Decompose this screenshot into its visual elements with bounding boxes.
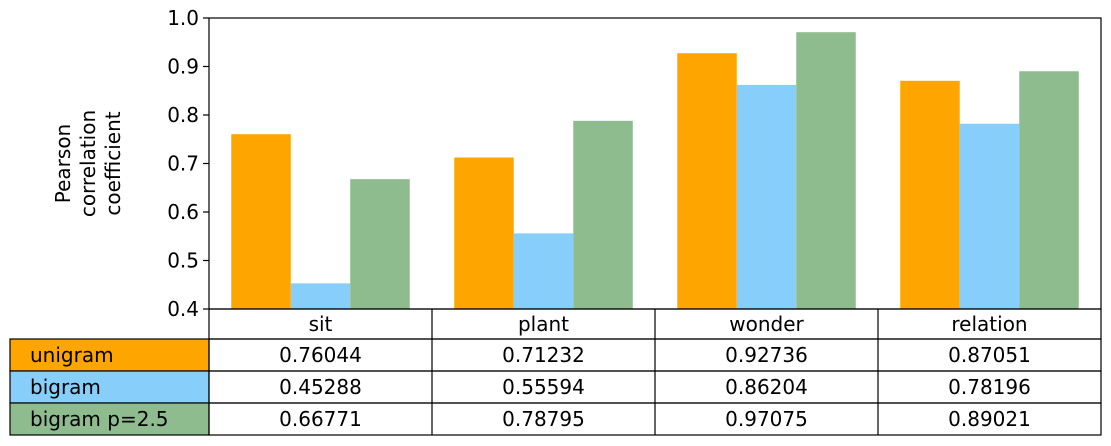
- x-tick-label: relation: [951, 312, 1027, 336]
- bar-bigram-p-2-5-wonder: [796, 32, 856, 309]
- bar-unigram-sit: [231, 134, 291, 309]
- table-cell: 0.55594: [502, 375, 585, 399]
- y-tick-label: 0.7: [167, 152, 199, 176]
- bar-bigram-relation: [959, 123, 1020, 309]
- y-tick-label: 0.8: [167, 103, 199, 127]
- y-axis-ticks: 0.4 0.5 0.6 0.7 0.8 0.9 1.0: [167, 6, 209, 321]
- bar-unigram-plant: [454, 157, 514, 309]
- data-table: sit plant wonder relation unigram 0.76044 0.71…: [9, 308, 1102, 436]
- y-tick-label: 0.5: [167, 249, 199, 273]
- table-cell: 0.97075: [725, 407, 808, 431]
- y-tick-label: 0.6: [167, 200, 199, 224]
- table-row-label: bigram: [30, 375, 101, 399]
- bar-unigram-wonder: [677, 53, 737, 310]
- table-cell: 0.92736: [725, 343, 808, 367]
- table-row: [208, 402, 1102, 436]
- table-row-label: bigram p=2.5: [30, 407, 169, 431]
- table-cell: 0.78795: [502, 407, 585, 431]
- bar-bigram-p-2-5-sit: [350, 179, 410, 309]
- y-tick-label: 1.0: [167, 6, 199, 30]
- table-row-label: unigram: [30, 343, 114, 367]
- x-tick-label: sit: [309, 312, 333, 336]
- bar-unigram-relation: [900, 80, 960, 309]
- legend-swatch-cell: [9, 338, 210, 372]
- bar-bigram-p-2-5-plant: [573, 120, 633, 309]
- bar-bigram-plant: [513, 233, 574, 309]
- bar-bigram-p-2-5-relation: [1019, 71, 1079, 309]
- y-axis-label: Pearson correlation coefficient: [51, 110, 125, 217]
- y-tick-label: 0.9: [167, 55, 199, 79]
- y-axis-label-line: Pearson: [51, 124, 75, 203]
- bar-bigram-wonder: [736, 84, 797, 309]
- table-cell: 0.86204: [725, 375, 808, 399]
- y-tick-label: 0.4: [167, 297, 199, 321]
- y-axis-label-line: coefficient: [101, 111, 125, 215]
- table-cell: 0.78196: [948, 375, 1031, 399]
- table-cell: 0.87051: [948, 343, 1031, 367]
- table-cell: 0.89021: [948, 407, 1031, 431]
- table-cell: 0.45288: [279, 375, 362, 399]
- x-tick-label: wonder: [729, 312, 804, 336]
- y-axis-label-line: correlation: [76, 110, 100, 217]
- table-cell: 0.76044: [279, 343, 362, 367]
- legend-swatch-cell: [9, 402, 210, 436]
- bar-bigram-sit: [290, 283, 351, 309]
- table-cell: 0.71232: [502, 343, 585, 367]
- bars: [231, 32, 1079, 310]
- x-tick-label: plant: [518, 312, 569, 336]
- table-cell: 0.66771: [279, 407, 362, 431]
